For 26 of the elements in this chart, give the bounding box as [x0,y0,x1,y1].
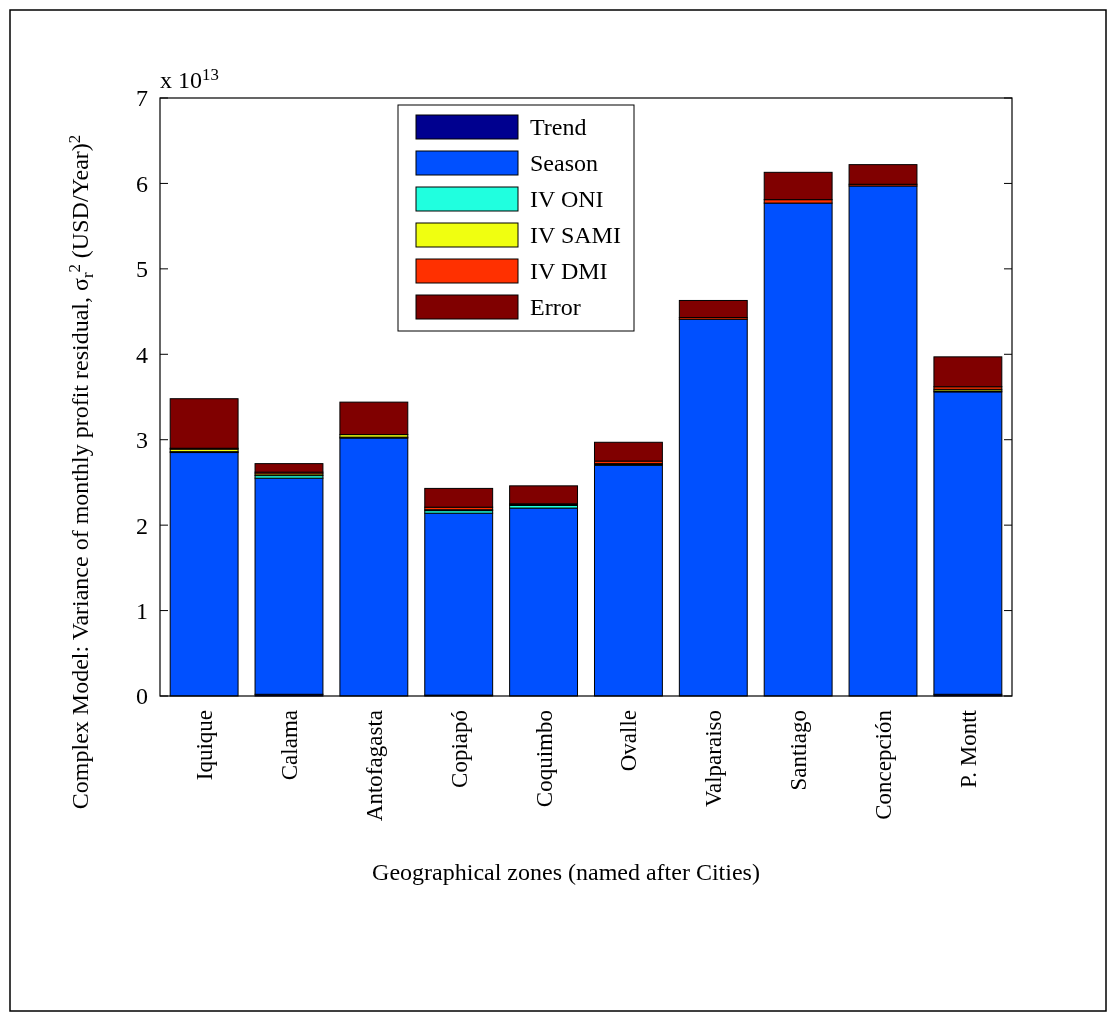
y-tick-label: 0 [136,683,148,710]
text: x 10$^{13}$ [160,65,219,93]
y-tick-label: 1 [136,597,148,624]
legend-label: IV DMI [530,258,608,285]
y-tick-label: 5 [136,256,148,283]
y-tick-label: 6 [136,170,148,197]
x-tick-label: Calama [277,710,303,781]
legend-label: Season [530,150,598,177]
legend-label: Error [530,294,581,321]
y-tick-label: 3 [136,427,148,454]
x-tick-label: Copiapó [446,710,472,788]
x-tick-label: Santiago [786,710,812,791]
x-tick-label: Valparaiso [701,710,727,808]
legend-label: IV ONI [530,186,604,213]
x-tick-label: Concepción [871,709,897,820]
x-tick-label: Antofagasta [361,710,387,822]
x-tick-label: P. Montt [955,709,981,788]
y-tick-label: 7 [136,85,148,112]
legend-label: IV SAMI [530,222,621,249]
y-tick-label: 4 [136,341,148,368]
x-axis-title: Geographical zones (named after Cities) [372,859,760,885]
x-tick-label: Ovalle [616,710,642,772]
y-tick-label: 2 [136,512,148,539]
x-tick-label: Iquique [192,710,218,781]
legend-label: Trend [530,114,587,141]
x-tick-label: Coquimbo [531,710,557,808]
